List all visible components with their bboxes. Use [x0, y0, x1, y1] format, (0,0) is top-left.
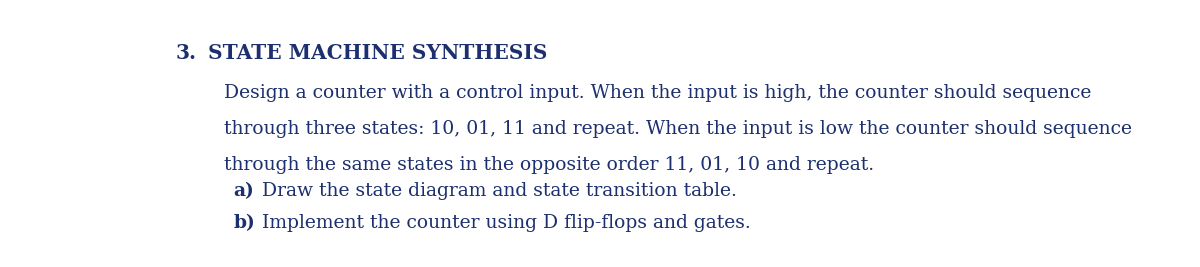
- Text: STATE MACHINE SYNTHESIS: STATE MACHINE SYNTHESIS: [208, 43, 547, 63]
- Text: Design a counter with a control input. When the input is high, the counter shoul: Design a counter with a control input. W…: [224, 84, 1092, 103]
- Text: Draw the state diagram and state transition table.: Draw the state diagram and state transit…: [251, 182, 737, 200]
- Text: through the same states in the opposite order 11, 01, 10 and repeat.: through the same states in the opposite …: [224, 156, 875, 174]
- Text: Implement the counter using D flip-flops and gates.: Implement the counter using D flip-flops…: [251, 214, 751, 232]
- Text: a): a): [234, 182, 254, 200]
- Text: 3.: 3.: [175, 43, 196, 63]
- Text: b): b): [234, 214, 256, 232]
- Text: through three states: 10, 01, 11 and repeat. When the input is low the counter s: through three states: 10, 01, 11 and rep…: [224, 120, 1133, 139]
